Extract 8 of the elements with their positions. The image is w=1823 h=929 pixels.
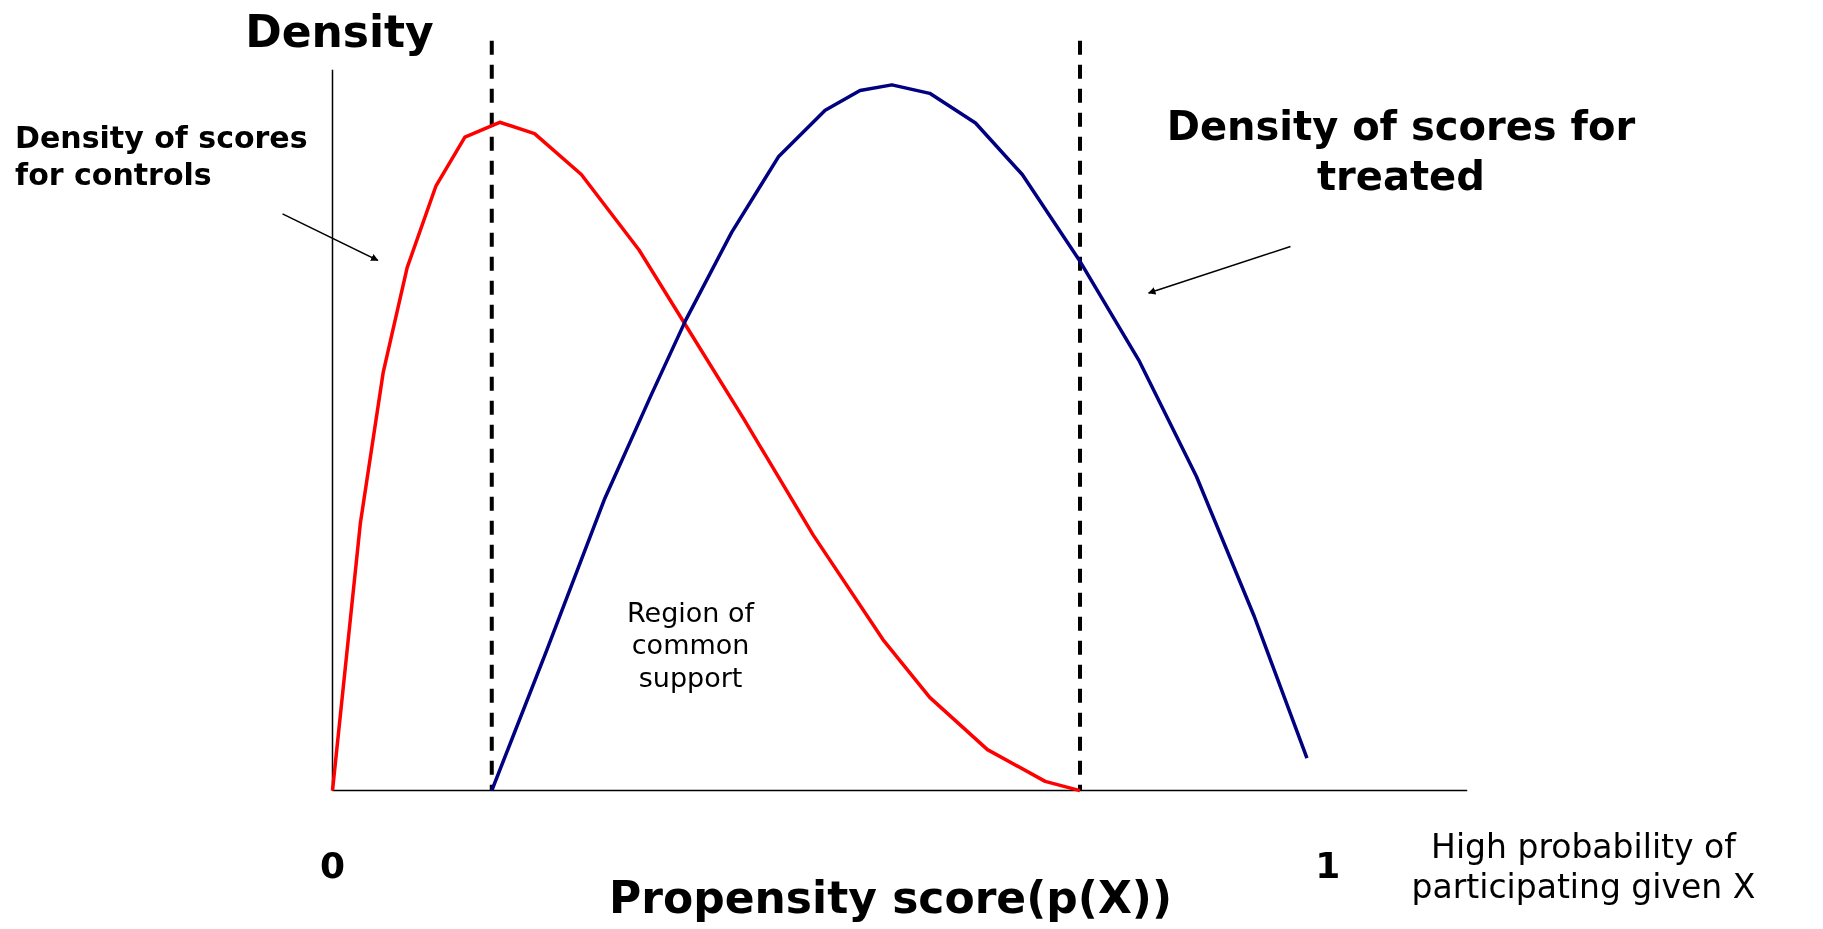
x-axis-title: Propensity score(p(X))	[609, 871, 1173, 923]
text: Density of scores for treated	[1166, 102, 1636, 199]
annotation: Region of common support	[627, 596, 756, 693]
text: Density of scores for controls	[15, 119, 308, 193]
y-axis-title: Density	[245, 5, 434, 57]
x-tick-label: 0	[319, 844, 346, 886]
text: High probability of participating given X	[1411, 827, 1756, 906]
x-tick-label: 1	[1315, 844, 1341, 886]
